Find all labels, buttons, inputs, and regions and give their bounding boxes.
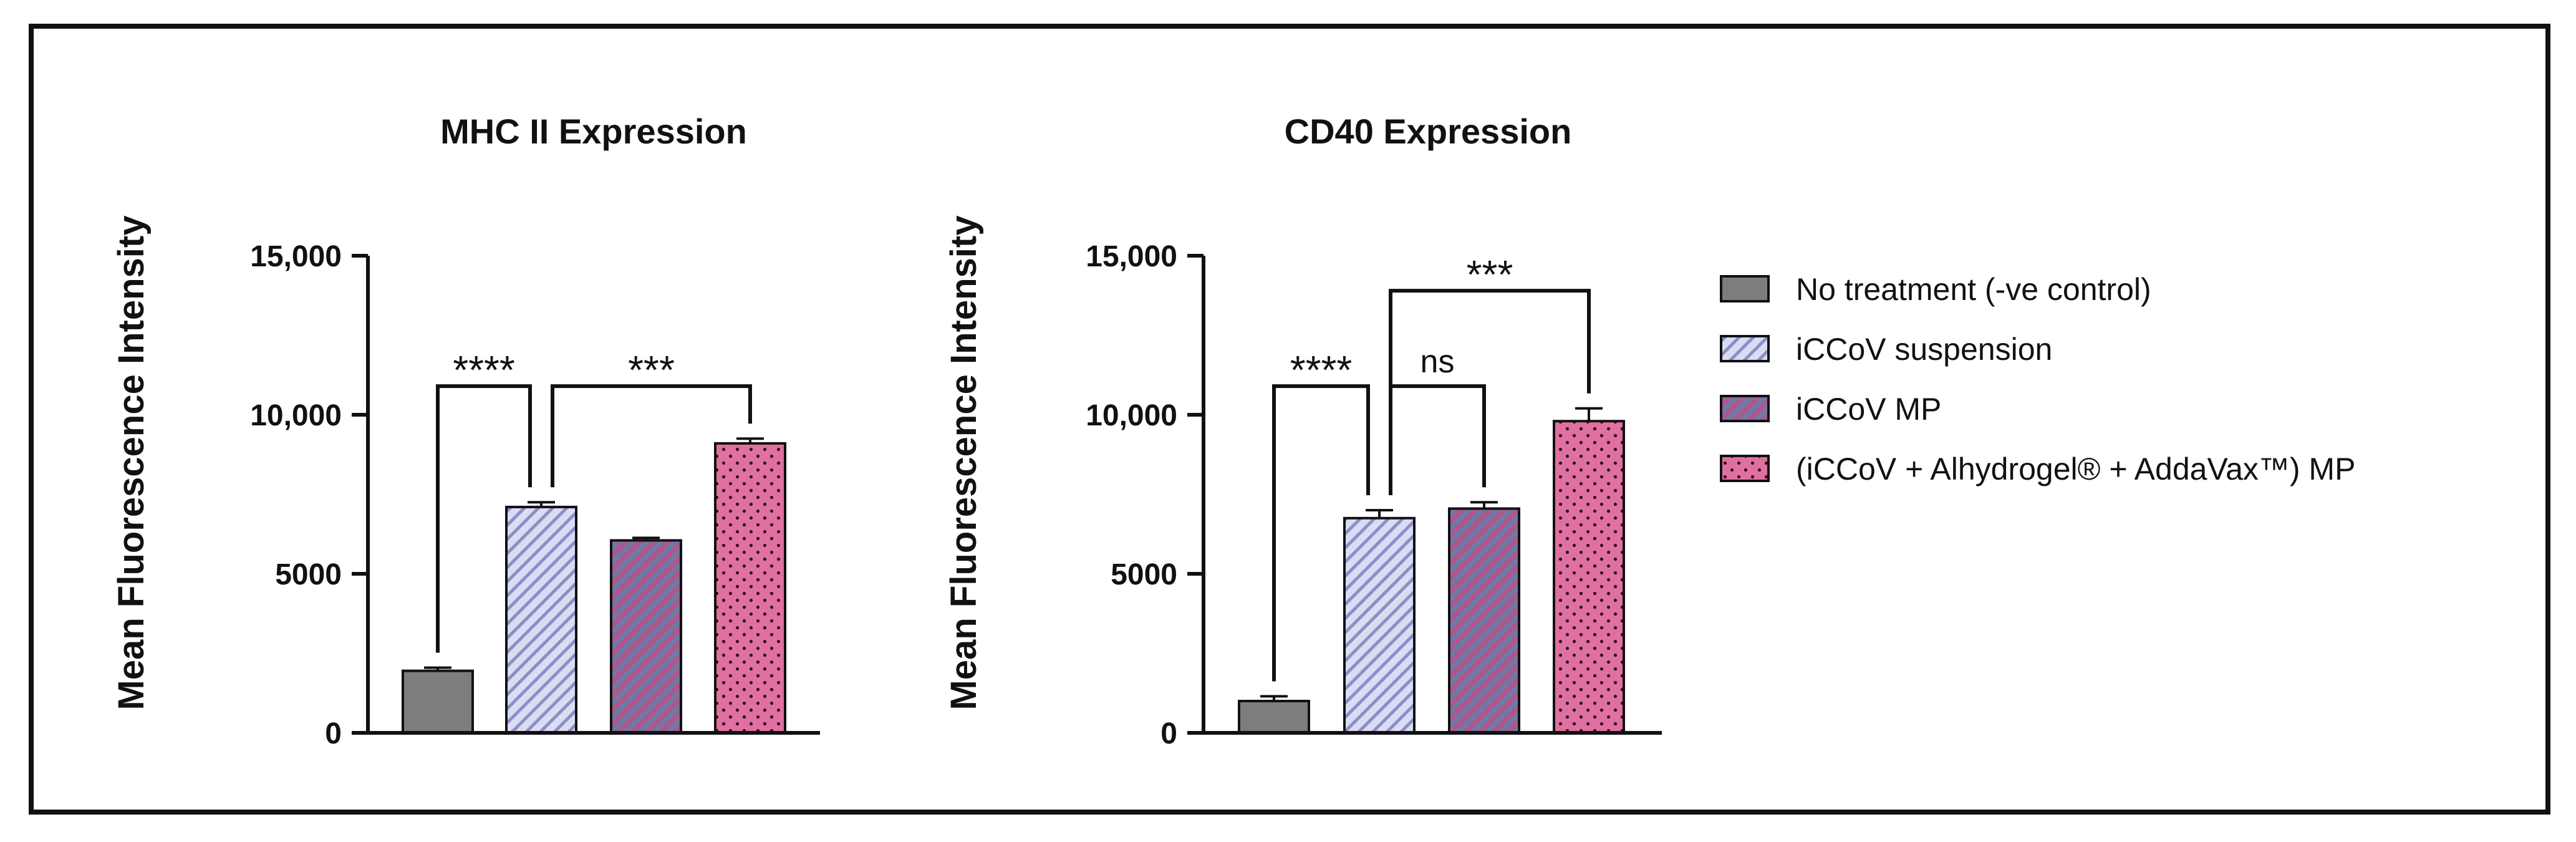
y-axis-label: Mean Fluorescence Intensity [943, 216, 984, 710]
significance-label: *** [1467, 252, 1513, 297]
significance-bracket [1389, 289, 1591, 495]
bar-iccov-mp [610, 539, 682, 734]
mhc2-chart: MHC II Expression Mean Fluorescence Inte… [111, 112, 820, 750]
significance-label: ns [1421, 344, 1455, 380]
bar-iccov-mp [1448, 507, 1520, 734]
y-tick-label: 5000 [275, 558, 342, 591]
bar-no-treatment [402, 669, 474, 735]
bar-iccov-suspension [1343, 516, 1416, 734]
bar-iccov-suspension [505, 505, 577, 735]
significance-bracket [1389, 384, 1486, 495]
y-tick-label: 0 [1160, 717, 1177, 750]
legend-swatch-no-treatment [1720, 275, 1770, 302]
significance-label: *** [628, 347, 675, 392]
legend-label: No treatment (-ve control) [1796, 272, 2151, 307]
y-tick-label: 0 [325, 717, 342, 750]
significance-bracket [436, 384, 532, 653]
bar-iccov-adjuvant-mp [714, 442, 786, 735]
legend-label: iCCoV suspension [1796, 332, 2052, 367]
bar-no-treatment [1238, 700, 1310, 734]
legend-swatch-combo [1720, 455, 1770, 482]
legend-label: iCCoV MP [1796, 392, 1941, 427]
y-tick-label: 15,000 [1086, 240, 1177, 273]
legend-swatch-mp [1720, 395, 1770, 422]
y-axis-label-text: Mean Fluorescence Intensity [111, 216, 152, 710]
legend: No treatment (-ve control) iCCoV suspens… [1720, 272, 2355, 486]
y-axis-label: Mean Fluorescence Intensity [111, 216, 152, 710]
chart-title: CD40 Expression [1285, 112, 1572, 151]
cd40-chart: CD40 Expression Mean Fluorescence Intens… [943, 112, 1662, 750]
y-tick-label: 15,000 [250, 240, 342, 273]
legend-swatch-suspension [1720, 335, 1770, 362]
y-tick-label: 5000 [1111, 558, 1177, 591]
legend-label: (iCCoV + Alhydrogel® + AddaVax™) MP [1796, 452, 2355, 486]
significance-label: **** [453, 347, 515, 392]
y-tick-label: 10,000 [250, 399, 342, 432]
y-tick-label: 10,000 [1086, 399, 1177, 432]
bar-iccov-adjuvant-mp [1553, 420, 1625, 734]
significance-bracket [551, 384, 752, 488]
significance-label: **** [1290, 347, 1353, 392]
chart-title: MHC II Expression [440, 112, 747, 151]
significance-bracket [1272, 384, 1370, 682]
y-axis-label-text: Mean Fluorescence Intensity [943, 216, 984, 710]
